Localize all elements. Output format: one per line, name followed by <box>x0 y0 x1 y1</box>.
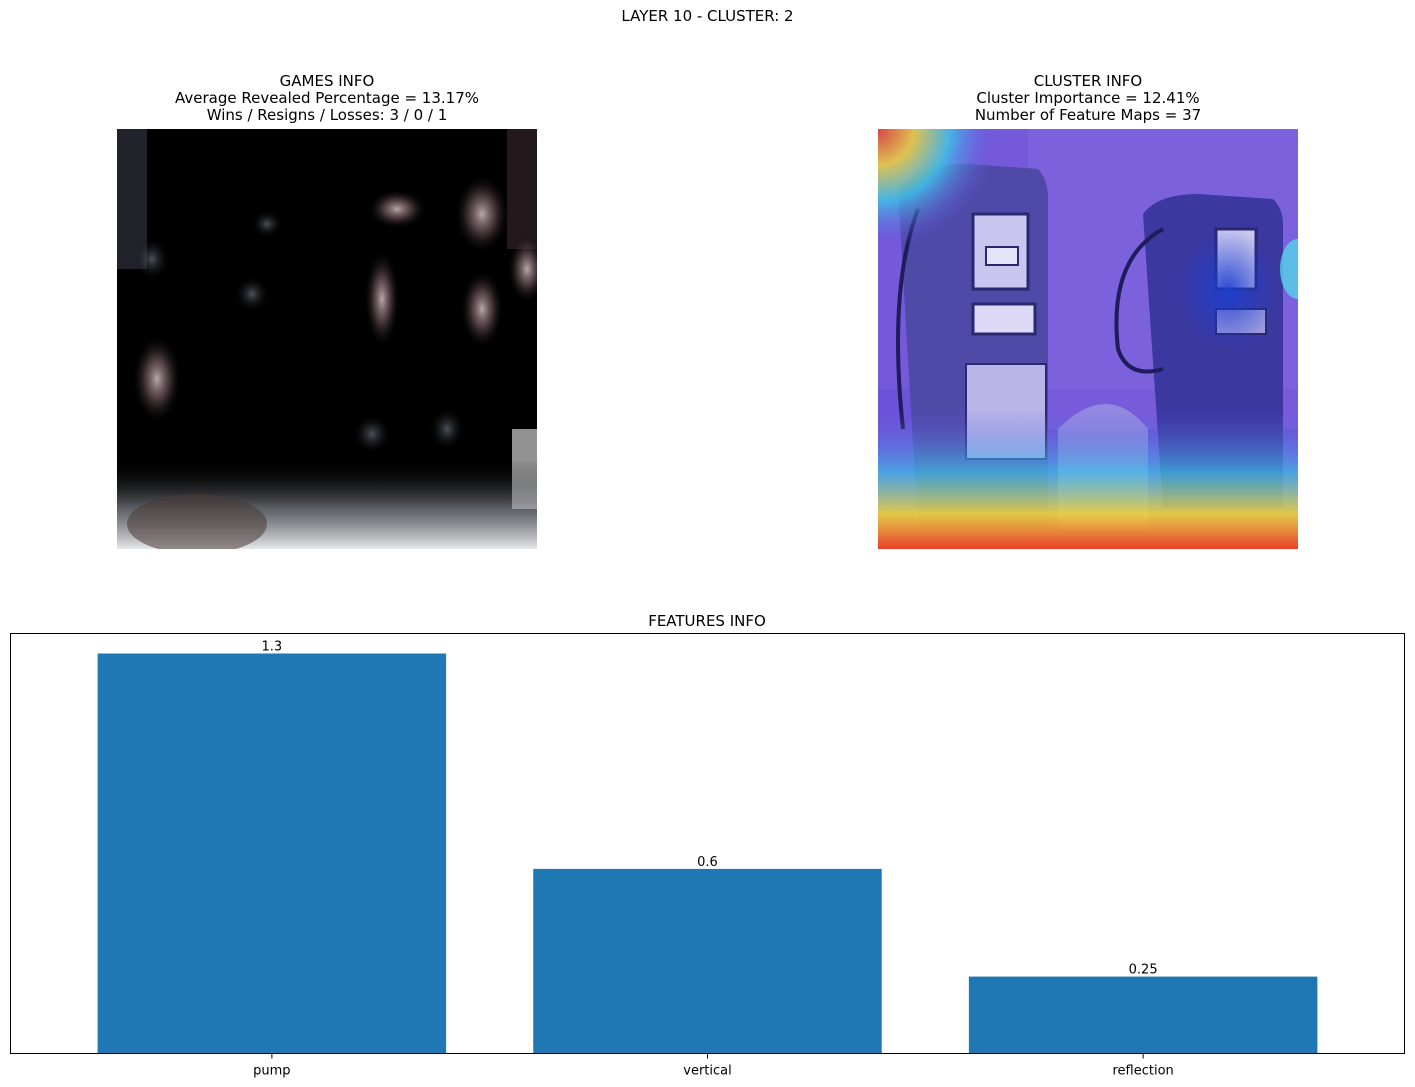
bars-group: 1.3 0.6 0.25 <box>97 640 1318 1054</box>
bar-value-label-pump: 1.3 <box>262 640 283 655</box>
games-info-title-block: GAMES INFO Average Revealed Percentage =… <box>27 73 627 124</box>
bar-pump <box>97 653 447 1054</box>
number-of-feature-maps: Number of Feature Maps = 37 <box>974 106 1202 124</box>
bar-vertical <box>533 868 882 1054</box>
x-ticks-group: pump vertical reflection <box>253 1053 1174 1079</box>
bar-reflection <box>968 976 1318 1054</box>
features-info-chart: FEATURES INFO 1.3 0.6 0.25 pump vertical ref… <box>10 612 1405 1079</box>
revealed-game-image <box>117 129 537 549</box>
cluster-info-title-block: CLUSTER INFO Cluster Importance = 12.41%… <box>788 73 1388 124</box>
x-tick-label-pump: pump <box>253 1064 290 1079</box>
x-tick-label-reflection: reflection <box>1112 1064 1173 1079</box>
average-revealed-percentage: Average Revealed Percentage = 13.17% <box>174 89 479 107</box>
cluster-info-title: CLUSTER INFO <box>1033 72 1143 90</box>
cluster-importance: Cluster Importance = 12.41% <box>976 89 1200 107</box>
games-info-title: GAMES INFO <box>279 72 375 90</box>
bar-value-label-reflection: 0.25 <box>1129 963 1158 978</box>
cluster-heatmap-image <box>878 129 1298 549</box>
wins-resigns-losses: Wins / Resigns / Losses: 3 / 0 / 1 <box>206 106 448 124</box>
figure-suptitle: LAYER 10 - CLUSTER: 2 <box>621 7 794 25</box>
chart-title: FEATURES INFO <box>648 612 766 630</box>
x-tick-label-vertical: vertical <box>683 1064 731 1079</box>
bar-value-label-vertical: 0.6 <box>697 855 718 870</box>
